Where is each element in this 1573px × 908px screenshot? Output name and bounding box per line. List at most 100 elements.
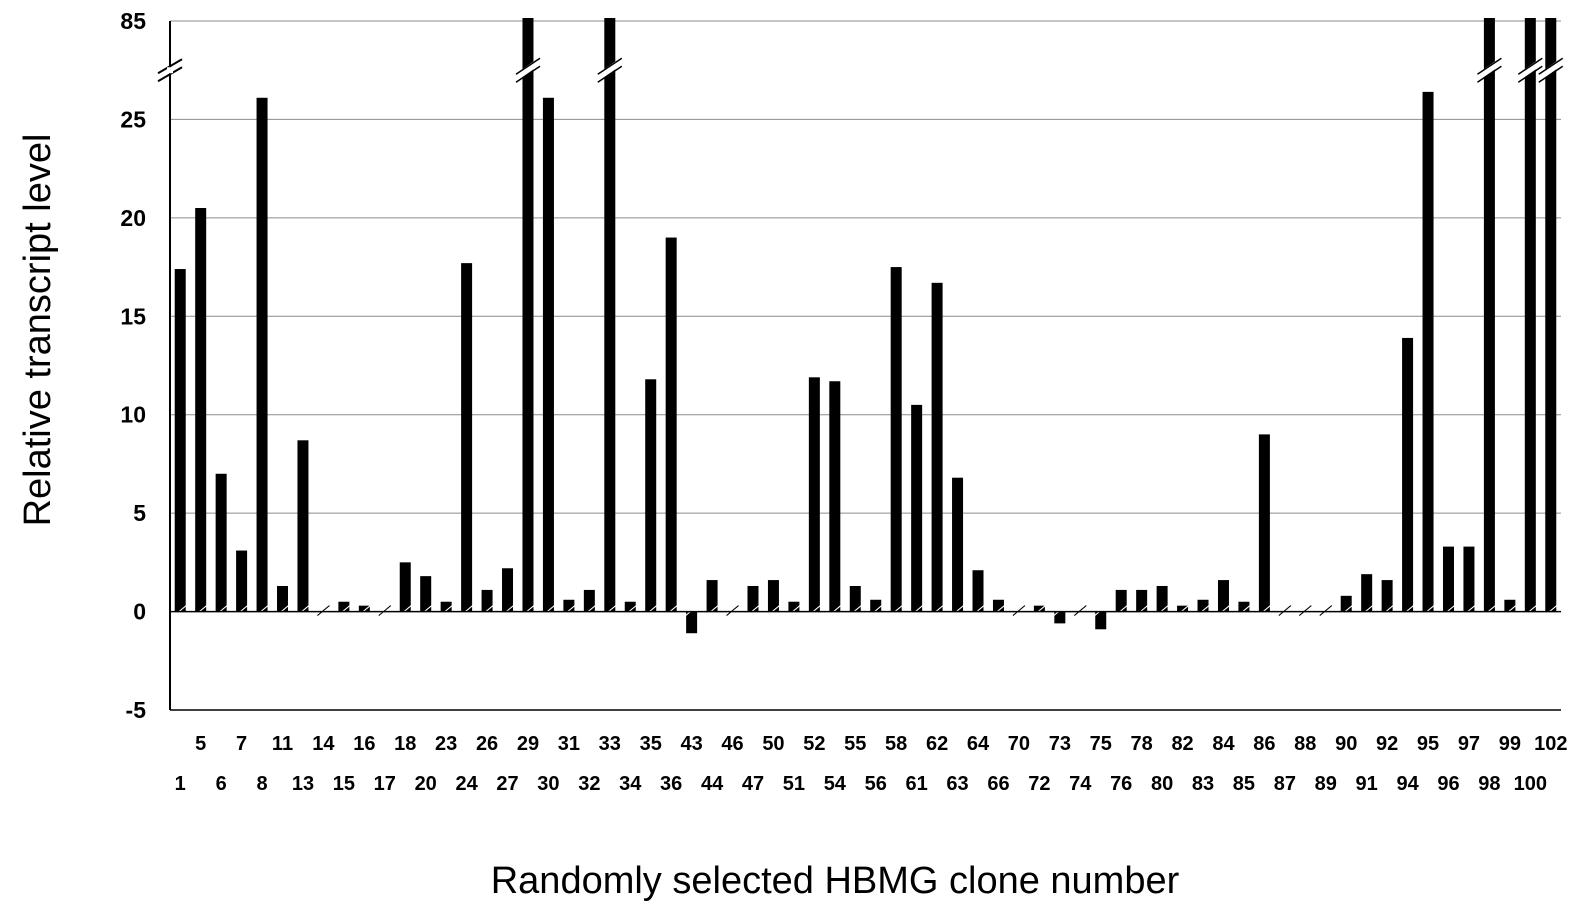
bar-base-slash	[194, 605, 208, 616]
x-tick-label: 74	[1069, 773, 1092, 795]
bar-base-slash	[521, 605, 535, 616]
x-tick-labels: 1567811131415161718202324262729303132333…	[175, 733, 1568, 795]
bar-break-mark	[1538, 65, 1564, 83]
bar-break-mark	[515, 65, 541, 83]
bar-base-slash	[787, 605, 801, 616]
x-tick-label: 70	[1008, 733, 1030, 755]
bar	[931, 282, 943, 612]
bar-base-slash	[746, 605, 760, 616]
x-tick-label: 89	[1315, 773, 1337, 795]
x-tick-label: 98	[1478, 773, 1500, 795]
bar	[624, 601, 636, 612]
y-axis-break-mark	[157, 58, 183, 75]
bar	[256, 97, 268, 612]
bar	[1504, 599, 1516, 612]
bar	[1361, 574, 1373, 612]
bar-base-slash	[1523, 605, 1537, 616]
bar-base-slash	[419, 605, 433, 616]
bar-zero-marker	[378, 605, 392, 616]
bar-base-slash	[276, 605, 289, 616]
x-tick-label: 16	[353, 733, 375, 755]
x-tick-label: 73	[1049, 733, 1071, 755]
bar	[788, 601, 800, 612]
bar-base-slash	[1176, 605, 1189, 616]
gridlines	[170, 20, 1561, 514]
bar	[440, 601, 452, 612]
x-tick-label: 63	[946, 773, 968, 795]
bar	[338, 601, 350, 612]
bar-base-slash	[439, 605, 453, 616]
bar-base-slash	[214, 605, 228, 616]
bar-base-slash	[1544, 605, 1558, 616]
bar	[1177, 605, 1189, 612]
bar	[1483, 18, 1495, 612]
bar-break-mark	[597, 65, 623, 83]
bar-base-slash	[992, 605, 1005, 616]
bar	[808, 377, 820, 612]
x-tick-label: 100	[1514, 773, 1547, 795]
bar	[236, 550, 248, 612]
bar-base-slash	[808, 605, 821, 616]
bar	[522, 18, 534, 612]
bar-base-slash	[501, 605, 514, 616]
x-tick-label: 92	[1376, 733, 1398, 755]
bar	[461, 263, 473, 612]
bar-base-slash	[1094, 605, 1108, 616]
bar	[174, 269, 186, 612]
bar-zero-marker	[1012, 605, 1026, 616]
bar	[277, 585, 289, 612]
bar-zero-marker	[726, 605, 739, 616]
bar	[686, 611, 698, 634]
x-tick-label: 13	[292, 773, 314, 795]
bar	[1136, 589, 1148, 612]
x-tick-label: 27	[496, 773, 518, 795]
bar-base-slash	[1483, 605, 1496, 616]
bar-base-slash	[603, 605, 617, 616]
x-tick-label: 85	[1233, 773, 1255, 795]
bar	[1402, 337, 1414, 612]
axis-breaks	[157, 58, 183, 83]
x-tick-label: 86	[1253, 733, 1275, 755]
x-tick-label: 91	[1356, 773, 1378, 795]
bar	[1422, 91, 1434, 612]
bar	[1238, 601, 1250, 612]
bar-base-slash	[1380, 605, 1394, 616]
bar-base-slash	[460, 605, 473, 616]
bar-break-mark	[1538, 57, 1564, 75]
bar-base-slash	[542, 605, 555, 616]
y-tick-label: 25	[120, 106, 146, 132]
x-tick-label: 15	[333, 773, 355, 795]
x-tick-label: 20	[415, 773, 437, 795]
bar	[972, 570, 984, 612]
bar	[1381, 580, 1393, 612]
x-tick-label: 44	[701, 773, 724, 795]
bar	[1545, 18, 1557, 612]
bar	[1156, 585, 1168, 612]
bar	[481, 589, 493, 612]
bar	[645, 379, 657, 612]
x-tick-label: 97	[1458, 733, 1480, 755]
bar-zero-marker	[317, 605, 330, 616]
bar-break-mark	[1517, 57, 1543, 75]
y-tick-label: 5	[133, 500, 146, 526]
x-axis-label: Randomly selected HBMG clone number	[491, 860, 1180, 902]
x-tick-label: 36	[660, 773, 682, 795]
x-tick-label: 90	[1335, 733, 1357, 755]
bar-base-slash	[1196, 605, 1210, 616]
y-tick-labels: -5 0 5 10 15 20 25 85	[120, 8, 146, 723]
x-tick-label: 75	[1090, 733, 1112, 755]
bar	[297, 440, 309, 612]
x-tick-label: 5	[195, 733, 206, 755]
bar-base-slash	[173, 605, 187, 616]
bar	[215, 473, 227, 612]
bar-base-slash	[623, 605, 637, 616]
bar-base-slash	[644, 605, 658, 616]
x-tick-label: 23	[435, 733, 457, 755]
x-tick-label: 88	[1294, 733, 1316, 755]
bar-break-mark	[1476, 65, 1502, 83]
bar-base-slash	[255, 605, 269, 616]
x-tick-label: 66	[987, 773, 1009, 795]
bar-base-slash	[1033, 605, 1046, 616]
x-tick-label: 24	[455, 773, 478, 795]
bar-base-slash	[910, 605, 923, 616]
